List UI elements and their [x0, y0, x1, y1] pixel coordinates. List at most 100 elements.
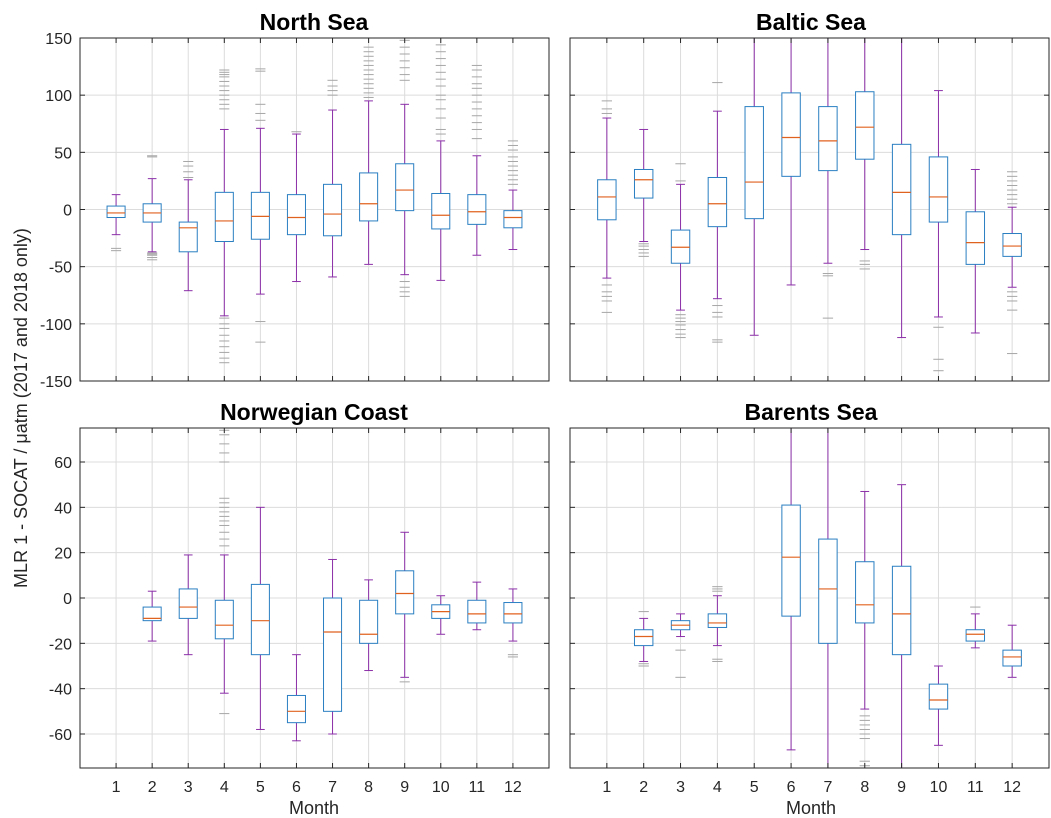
- x-tick-label: 12: [504, 779, 522, 796]
- box-month-8: [359, 579, 379, 672]
- box-month-2: [633, 128, 654, 257]
- box-month-2: [142, 590, 162, 642]
- box-iqr: [250, 583, 270, 656]
- x-tick-label: 9: [400, 779, 409, 796]
- box-iqr: [503, 210, 523, 229]
- panel-title: North Sea: [260, 9, 369, 35]
- y-tick-label: -40: [49, 682, 72, 699]
- box-iqr: [1002, 233, 1022, 257]
- y-tick-label: 20: [54, 546, 72, 563]
- y-tick-label: -100: [40, 317, 72, 334]
- box-iqr: [395, 163, 415, 212]
- box-iqr: [178, 588, 198, 619]
- box-month-9: [395, 39, 415, 297]
- box-month-7: [323, 558, 343, 735]
- y-tick-label: 100: [45, 88, 72, 105]
- box-month-8: [855, 490, 875, 767]
- box-month-3: [178, 160, 198, 292]
- y-tick-label: -60: [49, 727, 72, 744]
- box-month-4: [707, 82, 728, 343]
- x-tick-label: 7: [328, 779, 337, 796]
- box-month-6: [781, 427, 801, 751]
- box-month-10: [928, 665, 949, 746]
- x-tick-label: 4: [220, 779, 229, 796]
- box-month-3: [670, 163, 691, 339]
- x-tick-label: 2: [148, 779, 157, 796]
- y-tick-label: -150: [40, 374, 72, 391]
- box-iqr: [359, 172, 379, 222]
- y-tick-label: 40: [54, 500, 72, 517]
- box-iqr: [928, 156, 949, 223]
- y-tick-label: 50: [54, 145, 72, 162]
- y-tick-label: -20: [49, 636, 72, 653]
- box-month-12: [1002, 171, 1022, 355]
- box-month-10: [928, 90, 949, 372]
- y-tick-label: -50: [49, 260, 72, 277]
- box-iqr: [467, 194, 487, 225]
- box-iqr: [359, 599, 379, 644]
- box-month-6: [286, 131, 306, 283]
- panel-norwegian-coast: Norwegian Coast 1 2 3 4 5 6 7 8 9 10 11 12-60-40-20…: [49, 399, 550, 796]
- y-tick-label: 150: [45, 31, 72, 48]
- x-tick-label: 3: [184, 779, 193, 796]
- x-tick-label: 2: [639, 779, 648, 796]
- box-iqr: [286, 194, 306, 236]
- box-month-11: [467, 581, 487, 631]
- panel-barents-sea: Barents Sea 1 2 3 4 5 6 7 8 9 10 11 12: [569, 399, 1050, 796]
- box-month-11: [467, 64, 487, 256]
- grid: [80, 428, 549, 768]
- box-month-10: [431, 595, 451, 635]
- box-iqr: [633, 168, 654, 199]
- panel-title: Barents Sea: [745, 399, 878, 425]
- box-month-9: [891, 484, 912, 769]
- box-month-9: [891, 37, 912, 339]
- box-month-1: [106, 194, 126, 252]
- box-iqr: [467, 599, 487, 624]
- panel-north-sea: North Sea -150 -100 -50 0 50 100 150: [40, 9, 550, 391]
- box-month-8: [359, 46, 379, 265]
- x-tick-label: 11: [967, 779, 984, 796]
- box-month-5: [250, 68, 270, 343]
- box-iqr: [633, 629, 654, 647]
- box-month-6: [286, 654, 306, 742]
- box-iqr: [503, 602, 523, 624]
- box-month-4: [214, 69, 234, 364]
- box-month-1: [597, 100, 617, 313]
- box-iqr: [323, 597, 343, 712]
- box-month-7: [818, 37, 838, 319]
- x-tick-label: 5: [256, 779, 265, 796]
- box-iqr: [323, 183, 343, 237]
- box-iqr: [707, 176, 728, 228]
- box-iqr: [891, 565, 912, 656]
- box-iqr: [928, 683, 949, 710]
- y-axis-label: MLR 1 - SOCAT / μatm (2017 and 2018 only…: [11, 228, 31, 588]
- box-iqr: [707, 613, 728, 628]
- box-iqr: [781, 504, 801, 617]
- box-month-2: [142, 155, 162, 261]
- x-tick-label: 7: [823, 779, 832, 796]
- box-month-9: [395, 531, 415, 683]
- box-iqr: [1002, 649, 1022, 667]
- panel-title: Norwegian Coast: [220, 399, 408, 425]
- box-iqr: [178, 221, 198, 253]
- box-iqr: [142, 606, 162, 622]
- x-axis-label-right: Month: [786, 798, 836, 818]
- box-month-3: [670, 613, 691, 678]
- panel-title: Baltic Sea: [756, 9, 866, 35]
- box-iqr: [744, 106, 764, 220]
- x-tick-label: 9: [897, 779, 906, 796]
- panel-baltic-sea: Baltic Sea: [569, 9, 1050, 382]
- x-tick-label: 1: [602, 779, 611, 796]
- x-tick-label: 12: [1003, 779, 1021, 796]
- box-iqr: [781, 92, 801, 177]
- box-iqr: [395, 570, 415, 615]
- x-tick-label: 4: [713, 779, 722, 796]
- box-iqr: [106, 205, 126, 219]
- box-iqr: [214, 599, 234, 640]
- box-month-11: [965, 168, 986, 334]
- box-month-7: [323, 79, 343, 278]
- box-iqr: [597, 179, 617, 221]
- box-iqr: [855, 561, 875, 624]
- x-tick-label: 5: [750, 779, 759, 796]
